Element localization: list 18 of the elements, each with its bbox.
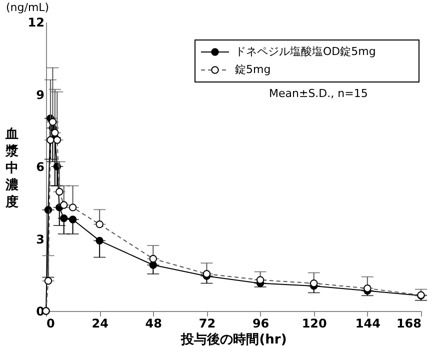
- text: (ng/mL): [6, 1, 50, 14]
- x-tick-label: 144: [355, 316, 380, 330]
- x-tick-label: 120: [302, 316, 327, 330]
- x-tick-label: 96: [252, 316, 270, 330]
- annotation: Mean±S.D., n=15: [269, 87, 368, 100]
- x-tick-label: 0: [46, 316, 55, 330]
- y-axis-title: 血漿中濃度: [4, 127, 18, 210]
- y-tick-label: 6: [36, 160, 44, 174]
- legend-label: ドネペジル塩酸塩OD錠5mg: [235, 45, 376, 58]
- x-tick-label: 168: [396, 316, 422, 330]
- x-tick-label: 48: [145, 316, 162, 330]
- x-tick-label: 24: [92, 316, 108, 330]
- x-axis-title: 投与後の時間(hr): [180, 332, 287, 346]
- x-tick-label: 72: [198, 316, 216, 330]
- y-tick-label: 12: [28, 16, 44, 30]
- y-tick-label: 9: [36, 88, 44, 102]
- legend-label: 錠5mg: [235, 63, 271, 76]
- y-tick-label: 3: [36, 232, 44, 246]
